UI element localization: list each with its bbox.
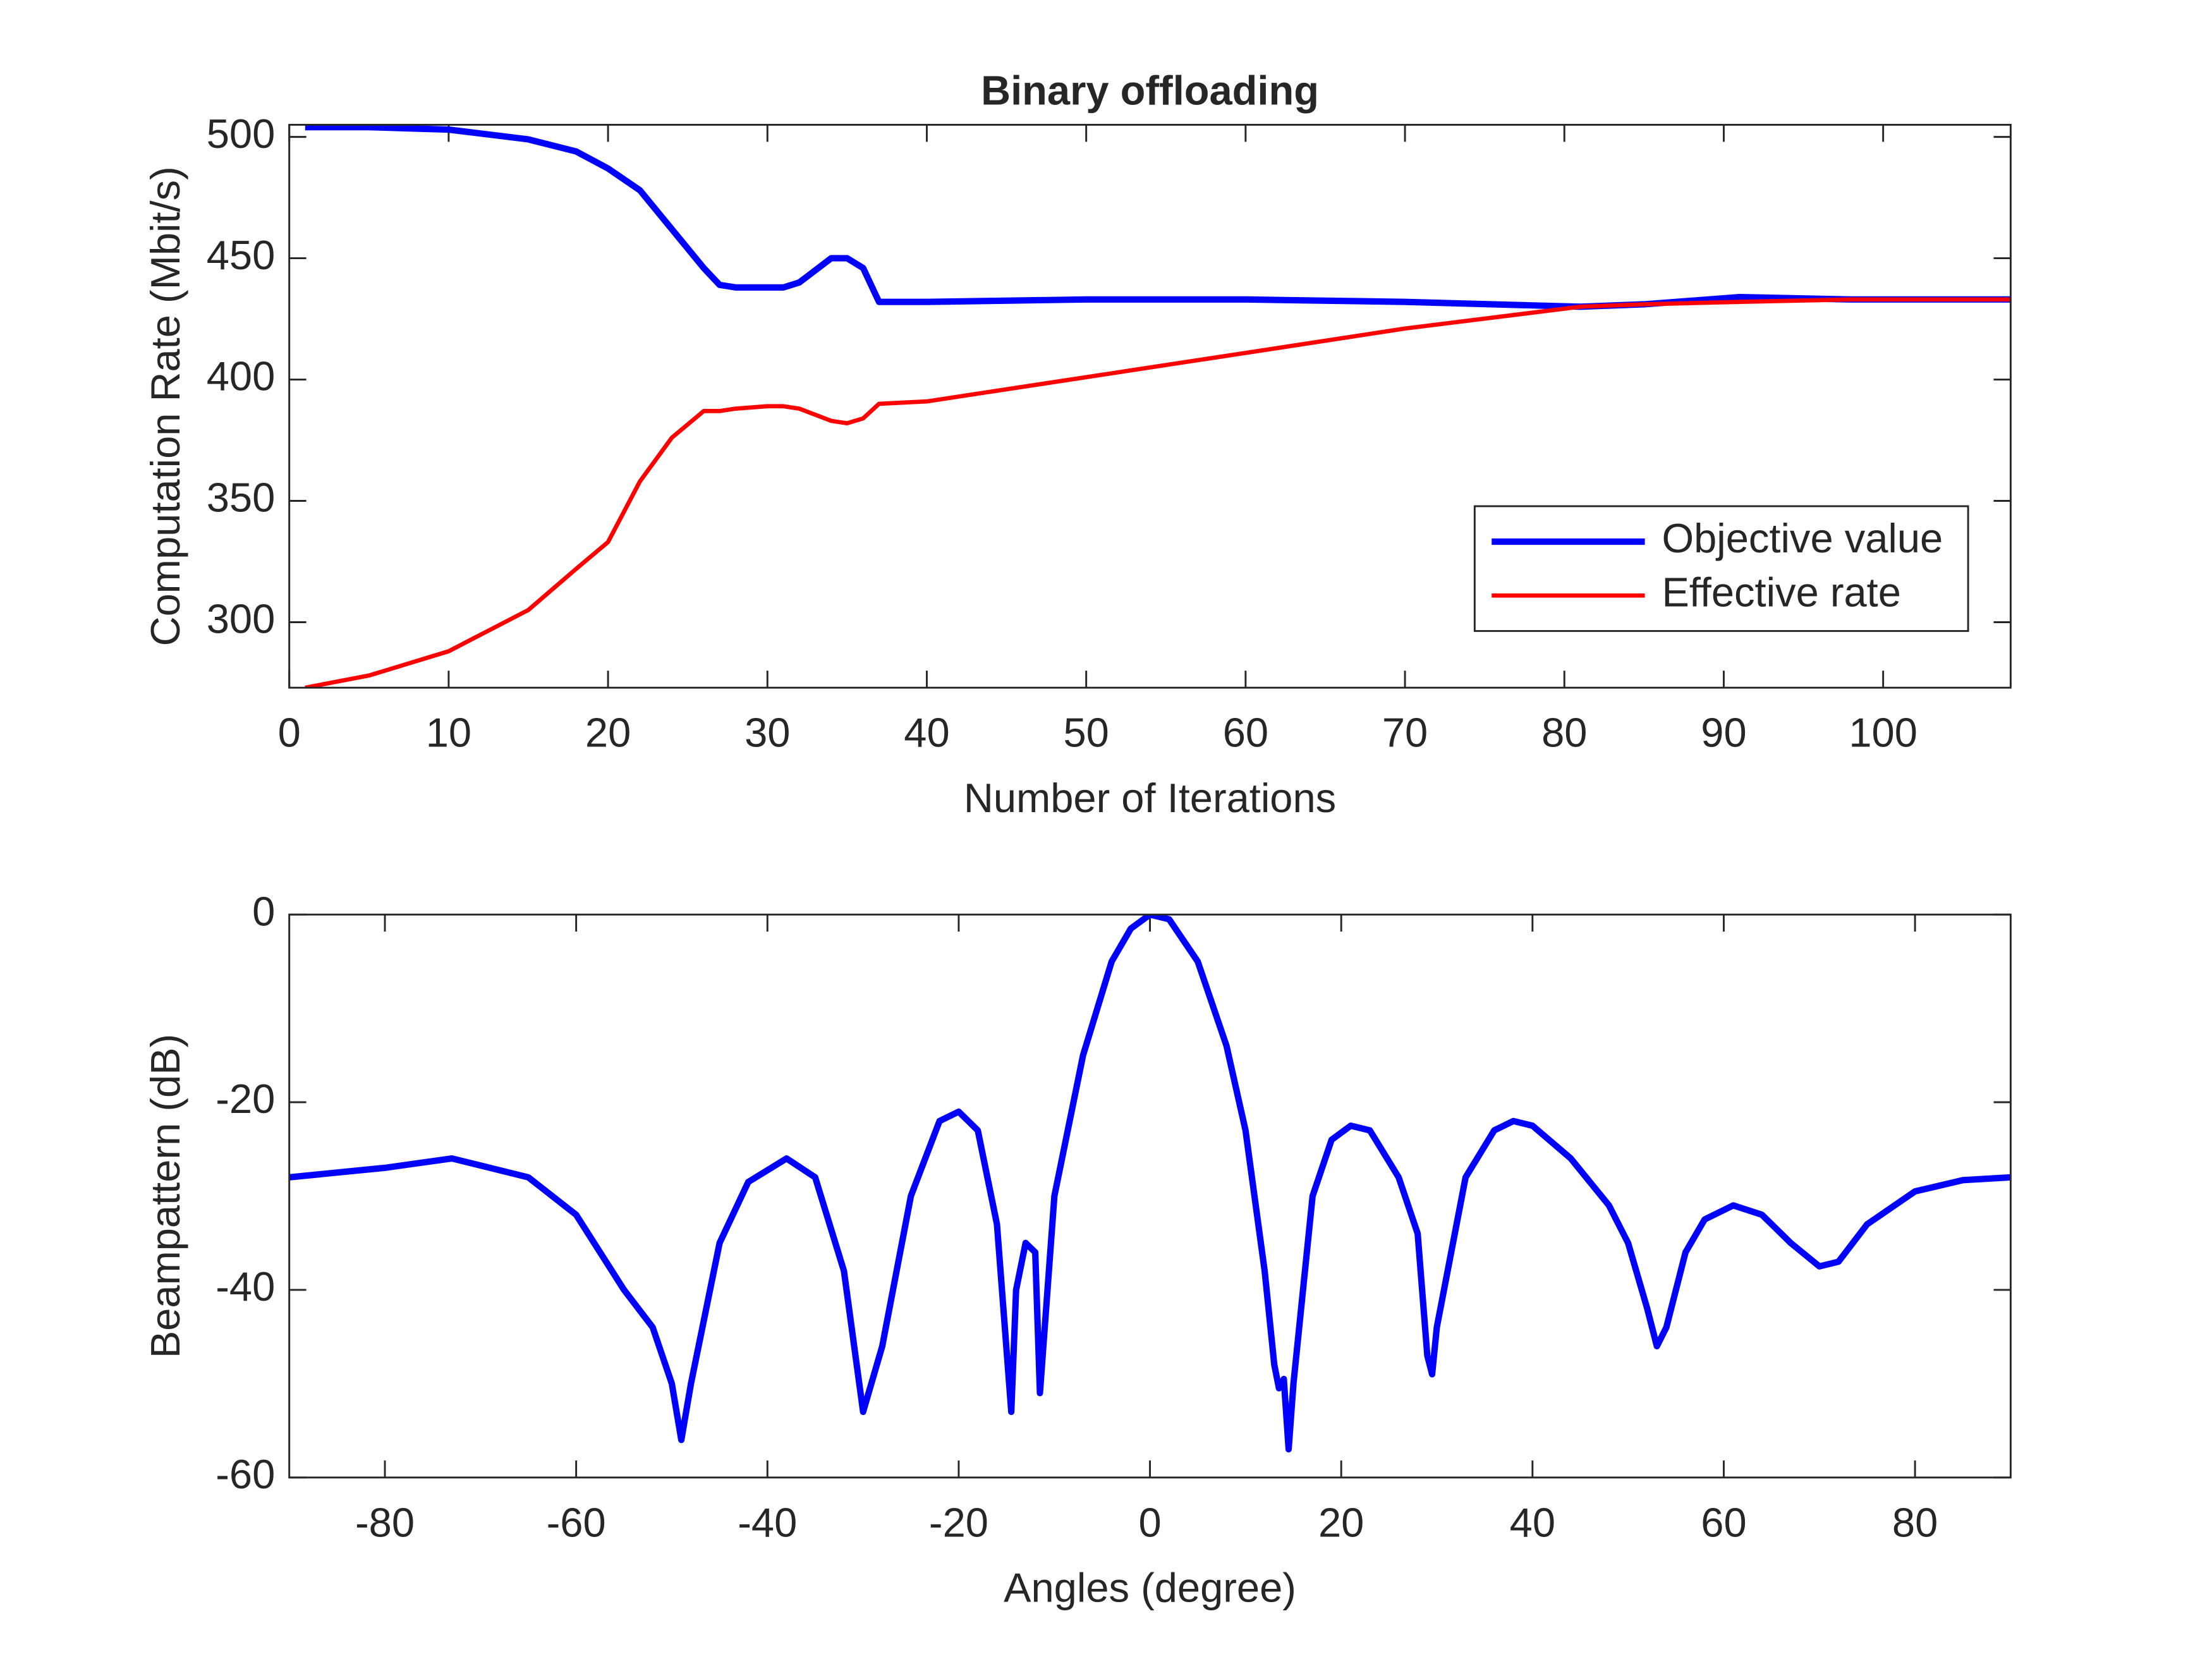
- x-tick-label: 50: [1063, 710, 1109, 756]
- x-axis-label: Number of Iterations: [964, 775, 1336, 821]
- x-tick-label: 90: [1701, 710, 1746, 756]
- y-tick-label: -40: [216, 1263, 275, 1310]
- axes-frame: [288, 913, 2012, 1479]
- plot-area: [289, 915, 2011, 1478]
- y-axis-label: Computation Rate (Mbit/s): [142, 166, 188, 646]
- x-tick-label: 20: [585, 710, 631, 756]
- x-tick-label: 60: [1701, 1499, 1746, 1545]
- x-tick-label: -60: [547, 1499, 606, 1545]
- legend-label: Effective rate: [1662, 569, 1900, 615]
- chart-title: Binary offloading: [981, 67, 1319, 113]
- legend-label: Objective value: [1662, 515, 1943, 561]
- x-tick-label: 70: [1382, 710, 1428, 756]
- x-tick-label: -20: [929, 1499, 988, 1545]
- x-tick-label: 0: [1138, 1499, 1161, 1545]
- y-tick-label: 450: [207, 232, 276, 278]
- x-tick-label: 80: [1892, 1499, 1938, 1545]
- data-line: [289, 915, 2011, 1453]
- x-tick-label: 10: [426, 710, 471, 756]
- y-tick-label: 400: [207, 353, 276, 399]
- x-tick-label: 20: [1318, 1499, 1364, 1545]
- y-tick-label: 0: [252, 888, 275, 934]
- y-tick-label: 300: [207, 596, 276, 642]
- y-tick-label: 350: [207, 475, 276, 521]
- x-tick-label: 40: [904, 710, 949, 756]
- y-tick-label: 500: [207, 111, 276, 157]
- y-axis-label: Beampattern (dB): [142, 1034, 188, 1358]
- x-tick-label: 60: [1223, 710, 1268, 756]
- x-tick-label: 100: [1849, 710, 1917, 756]
- x-axis-label: Angles (degree): [1004, 1564, 1296, 1610]
- data-line: [305, 297, 2011, 688]
- axes-frame: [288, 123, 2012, 689]
- legend-box: [1473, 505, 1969, 632]
- x-tick-label: 0: [278, 710, 301, 756]
- x-tick-label: 40: [1510, 1499, 1555, 1545]
- x-tick-label: -40: [738, 1499, 797, 1545]
- y-tick-label: -20: [216, 1076, 275, 1122]
- y-tick-label: -60: [216, 1451, 275, 1497]
- x-tick-label: -80: [355, 1499, 415, 1545]
- x-tick-label: 30: [744, 710, 790, 756]
- x-tick-label: 80: [1541, 710, 1587, 756]
